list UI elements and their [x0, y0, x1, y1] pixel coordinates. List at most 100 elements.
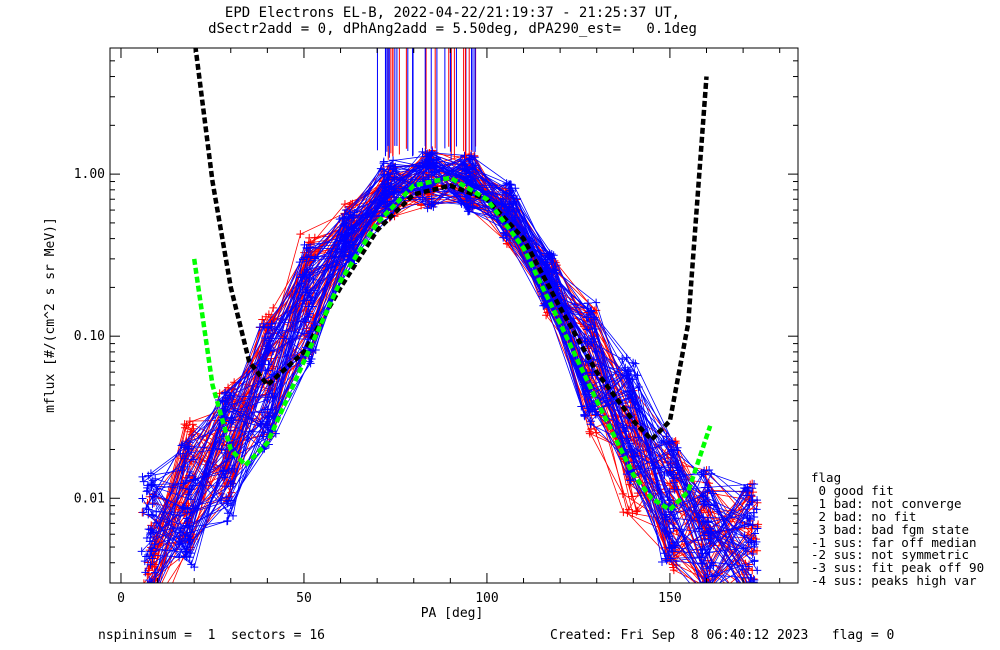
- blue-spin-point: [665, 532, 674, 541]
- blue-spin-point: [706, 562, 715, 571]
- blue-spin-point: [269, 346, 278, 355]
- blue-spin-point: [549, 251, 558, 260]
- blue-spin-point: [456, 155, 465, 164]
- blue-spin-point: [268, 405, 277, 414]
- blue-spin-point: [701, 493, 710, 502]
- blue-spin-point: [261, 333, 270, 342]
- blue-spin-point: [745, 500, 754, 509]
- blue-spin-point: [750, 480, 759, 489]
- chart-subtitle: dSectr2add = 0, dPhAng2add = 5.50deg, dP…: [208, 21, 697, 37]
- red-spin-point: [705, 584, 713, 592]
- blue-spin-point: [307, 296, 316, 305]
- blue-spin-point: [178, 440, 187, 449]
- red-spin-line: [153, 179, 696, 583]
- blue-spin-point: [673, 443, 682, 452]
- blue-spin-point: [699, 497, 708, 506]
- blue-spin-point: [223, 516, 232, 525]
- blue-spin-point: [665, 496, 674, 505]
- blue-spin-point: [340, 210, 349, 219]
- blue-spin-point: [660, 470, 669, 479]
- blue-spin-point: [701, 588, 709, 596]
- blue-spin-point: [263, 413, 272, 422]
- red-spin-line: [142, 168, 746, 564]
- blue-spin-point: [701, 589, 709, 597]
- legend-item: 1 bad: not converge: [811, 495, 962, 511]
- blue-spin-point: [186, 549, 195, 558]
- blue-spin-point: [744, 520, 753, 529]
- blue-spin-point: [180, 454, 189, 463]
- blue-spin-point: [304, 244, 313, 253]
- blue-spin-point: [390, 173, 399, 182]
- blue-spin-point: [148, 586, 156, 594]
- footer-settings: nspininsum = 1 sectors = 16: [98, 628, 325, 643]
- blue-spin-point: [502, 189, 511, 198]
- blue-spin-point: [147, 578, 156, 583]
- blue-spin-point: [177, 466, 186, 475]
- blue-spin-line: [145, 151, 744, 583]
- blue-spin-point: [151, 474, 160, 483]
- blue-spin-point: [705, 548, 714, 557]
- red-spin-point: [707, 595, 715, 603]
- blue-spin-point: [746, 573, 755, 582]
- blue-spin-point: [465, 205, 474, 214]
- blue-spin-point: [176, 511, 185, 520]
- blue-spin-point: [624, 367, 633, 376]
- blue-spin-point: [753, 524, 762, 533]
- red-spin-point: [633, 506, 642, 515]
- blue-spin-point: [752, 606, 760, 614]
- red-spin-point: [705, 584, 713, 592]
- blue-spin-point: [142, 552, 151, 561]
- blue-spin-point: [505, 200, 514, 209]
- red-spin-point: [748, 587, 756, 595]
- red-spin-point: [181, 423, 190, 432]
- red-spin-point: [340, 200, 349, 209]
- red-spin-point: [749, 548, 758, 557]
- blue-spin-point: [747, 538, 756, 547]
- blue-spin-point: [753, 496, 762, 505]
- blue-spin-point: [152, 593, 160, 601]
- blue-spin-point: [418, 193, 427, 202]
- blue-spin-line: [141, 163, 745, 583]
- blue-spin-point: [742, 601, 750, 609]
- blue-spin-point: [229, 511, 238, 520]
- red-spin-point: [746, 588, 754, 596]
- blue-spin-point: [300, 240, 309, 249]
- red-spin-point: [665, 479, 674, 488]
- blue-spin-point: [307, 355, 316, 364]
- blue-spin-line: [150, 182, 749, 553]
- flag-legend: flag 0 good fit 1 bad: not converge 2 ba…: [811, 471, 984, 588]
- blue-spin-point: [502, 179, 511, 188]
- blue-spin-point: [748, 484, 757, 493]
- blue-spin-point: [753, 566, 762, 575]
- blue-spin-point: [465, 154, 474, 163]
- blue-spin-point: [665, 439, 674, 448]
- blue-spin-point: [295, 258, 304, 267]
- blue-spin-point: [670, 478, 679, 487]
- blue-spin-point: [662, 432, 671, 441]
- blue-spin-line: [147, 153, 754, 583]
- x-axis-label: PA [deg]: [421, 606, 484, 621]
- footer-created: Created: Fri Sep 8 06:40:12 2023 flag = …: [550, 628, 895, 643]
- blue-spin-point: [303, 265, 312, 274]
- blue-spin-point: [429, 161, 438, 170]
- blue-spin-point: [751, 529, 760, 538]
- red-spin-point: [143, 570, 152, 579]
- blue-spin-point: [186, 495, 195, 504]
- blue-spin-point: [429, 202, 438, 211]
- blue-spin-point: [261, 405, 270, 414]
- blue-spin-point: [178, 504, 187, 513]
- blue-spin-point: [461, 172, 470, 181]
- blue-spin-point: [335, 215, 344, 224]
- blue-spin-point: [151, 589, 159, 597]
- blue-spin-line: [142, 162, 746, 583]
- blue-spin-point: [381, 193, 390, 202]
- blue-spin-point: [580, 412, 589, 421]
- red-spin-point: [752, 604, 760, 612]
- blue-spin-point: [701, 578, 710, 583]
- blue-spin-line: [158, 151, 753, 583]
- blue-spin-line: [142, 159, 743, 583]
- green-fit-curve: [191, 175, 713, 512]
- blue-spin-point: [218, 397, 227, 406]
- blue-spin-point: [663, 438, 672, 447]
- red-spin-point: [752, 598, 760, 606]
